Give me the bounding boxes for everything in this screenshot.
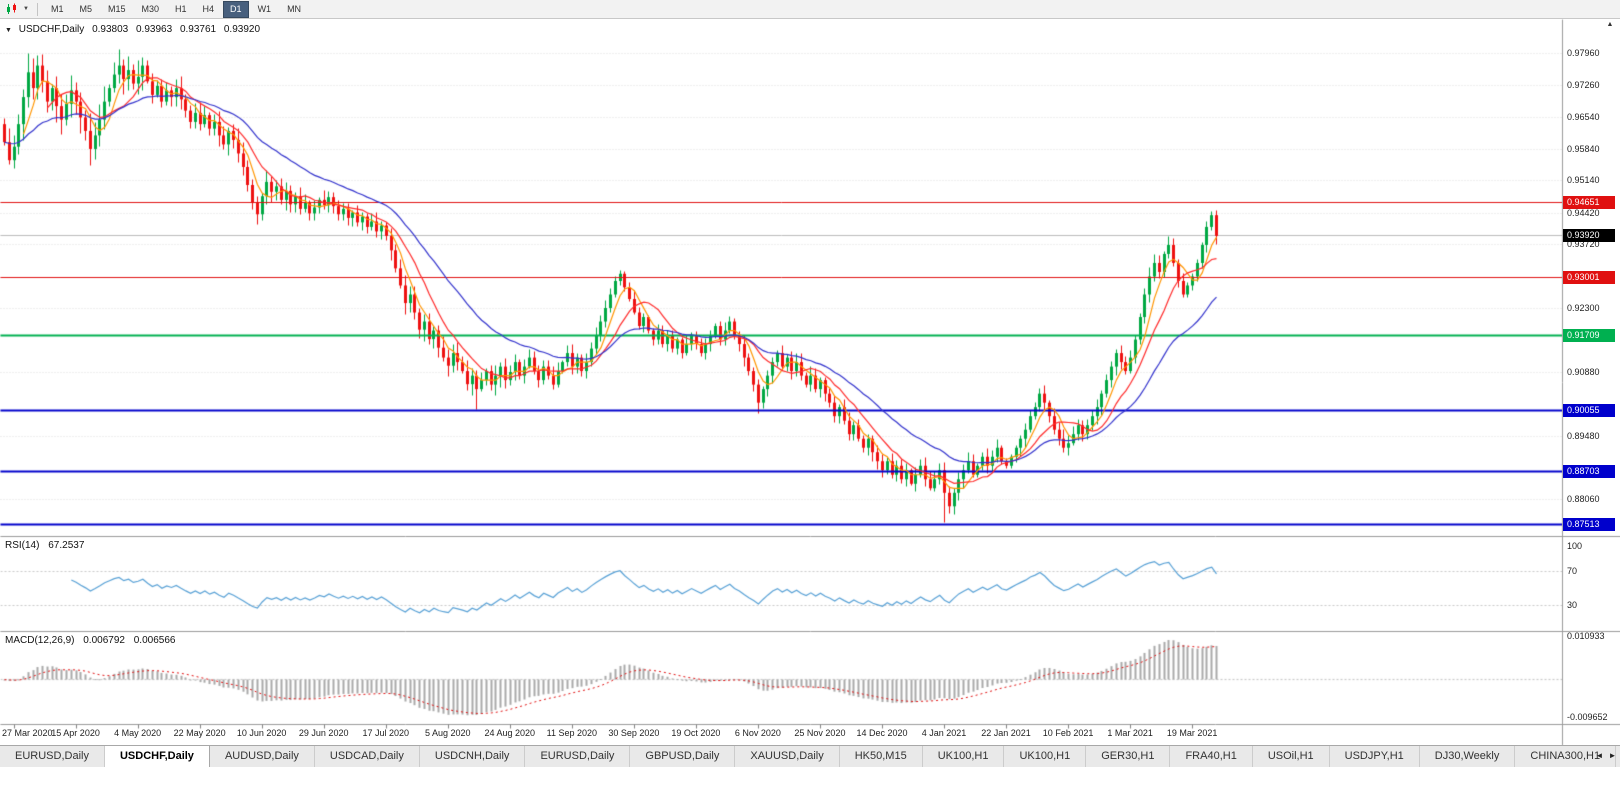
tab-scroll-left-button[interactable]: ◄ [1595, 751, 1604, 760]
candlestick-chart-icon[interactable] [4, 2, 20, 16]
chart-tab-hk50-m15[interactable]: HK50,M15 [839, 746, 923, 767]
chart-tab-ger30-h1[interactable]: GER30,H1 [1086, 746, 1171, 767]
candlestick-glyph [7, 3, 16, 14]
chart-tab-dj30-weekly[interactable]: DJ30,Weekly [1419, 746, 1516, 767]
chart-tab-usdchf-daily[interactable]: USDCHF,Daily [104, 746, 210, 767]
chart-tab-china300-h1[interactable]: CHINA300,H1 [1515, 746, 1617, 767]
chart-tab-audusd-daily[interactable]: AUDUSD,Daily [209, 746, 315, 767]
toolbar-separator [36, 2, 38, 16]
timeframe-button-m30[interactable]: M30 [141, 3, 160, 14]
chart-tab-eurusd-daily[interactable]: EURUSD,Daily [0, 746, 105, 767]
chart-tab-xauusd-daily[interactable]: XAUUSD,Daily [735, 746, 840, 767]
timeframe-button-m5[interactable]: M5 [79, 3, 92, 14]
chart-type-caret-icon[interactable]: ▼ [23, 6, 29, 12]
timeframe-button-m1[interactable]: M1 [50, 3, 64, 14]
chart-tab-eurusd-daily[interactable]: EURUSD,Daily [525, 746, 631, 767]
timeframe-button-m15[interactable]: M15 [107, 3, 126, 14]
chart-tab-bar: EURUSD,Daily USDCHF,Daily AUDUSD,Daily USDC… [0, 745, 1620, 767]
timeframe-toolbar: ▼ M1 M5 M15 M30 H1 H4 D1 W1 MN [0, 0, 1620, 19]
chart-tab-uk100-h1[interactable]: UK100,H1 [922, 746, 1005, 767]
timeframe-buttons-group: M1 M5 M15 M30 H1 H4 D1 W1 MN [43, 0, 309, 18]
chart-tab-usoil-h1[interactable]: USOil,H1 [1252, 746, 1330, 767]
timeframe-button-d1[interactable]: D1 [223, 0, 249, 18]
chart-tab-usdjpy-h1[interactable]: USDJPY,H1 [1329, 746, 1420, 767]
timeframe-button-h4[interactable]: H4 [202, 3, 215, 14]
chart-tab-gbpusd-daily[interactable]: GBPUSD,Daily [630, 746, 736, 767]
timeframe-button-h1[interactable]: H1 [175, 3, 187, 14]
tab-scroll-right-button[interactable]: ► [1608, 751, 1617, 760]
chart-tab-uk100-h1[interactable]: UK100,H1 [1004, 746, 1087, 767]
scroll-up-button[interactable]: ▲ [1606, 21, 1614, 28]
chart-tab-fra40-h1[interactable]: FRA40,H1 [1170, 746, 1253, 767]
chart-tab-usdcnh-daily[interactable]: USDCNH,Daily [419, 746, 526, 767]
chart-tab-usdcad-daily[interactable]: USDCAD,Daily [314, 746, 420, 767]
tab-scroll-arrows: ◄ ► [1593, 746, 1619, 766]
timeframe-button-w1[interactable]: W1 [257, 3, 272, 14]
timeframe-button-mn[interactable]: MN [287, 3, 302, 14]
